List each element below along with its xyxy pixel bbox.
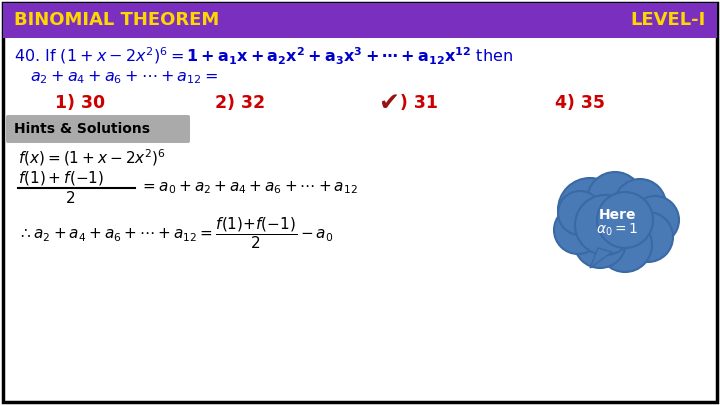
Polygon shape xyxy=(590,248,612,268)
Text: 40. If $(1 + x - 2x^2)^6 = \mathbf{1 + a_1x + a_2x^2 + a_3x^3 + \cdots + a_{12}x: 40. If $(1 + x - 2x^2)^6 = \mathbf{1 + a… xyxy=(14,45,513,66)
Circle shape xyxy=(574,216,626,268)
Circle shape xyxy=(554,206,602,254)
Text: $\alpha_0 = 1$: $\alpha_0 = 1$ xyxy=(596,222,638,238)
Circle shape xyxy=(575,195,635,255)
Circle shape xyxy=(614,179,666,231)
Circle shape xyxy=(558,178,622,242)
Text: ✔: ✔ xyxy=(378,91,399,115)
Text: ) 31: ) 31 xyxy=(400,94,438,112)
Text: Hints & Solutions: Hints & Solutions xyxy=(14,122,150,136)
Text: BINOMIAL THEOREM: BINOMIAL THEOREM xyxy=(14,11,220,29)
Text: 1) 30: 1) 30 xyxy=(55,94,105,112)
Circle shape xyxy=(598,218,652,272)
Text: $f(1) + f(-1)$: $f(1) + f(-1)$ xyxy=(18,169,104,187)
Text: Here: Here xyxy=(598,208,636,222)
FancyBboxPatch shape xyxy=(3,3,717,402)
Text: 2) 32: 2) 32 xyxy=(215,94,265,112)
Text: 4) 35: 4) 35 xyxy=(555,94,605,112)
Circle shape xyxy=(631,196,679,244)
FancyBboxPatch shape xyxy=(3,3,717,38)
Text: $f(x){=}(1 + x - 2x^2)^6$: $f(x){=}(1 + x - 2x^2)^6$ xyxy=(18,148,166,168)
Text: $\therefore a_2 + a_4 + a_6 + \cdots + a_{12} = \dfrac{f(1){+}f(-1)}{2} - a_0$: $\therefore a_2 + a_4 + a_6 + \cdots + a… xyxy=(18,215,333,251)
Text: $a_2 + a_4 + a_6 + \cdots + a_{12} =$: $a_2 + a_4 + a_6 + \cdots + a_{12} =$ xyxy=(30,70,218,86)
Circle shape xyxy=(623,212,673,262)
Circle shape xyxy=(597,192,653,248)
Text: $2$: $2$ xyxy=(65,190,75,206)
Circle shape xyxy=(587,172,643,228)
Text: $= a_0 + a_2 + a_4 + a_6 + \cdots + a_{12}$: $= a_0 + a_2 + a_4 + a_6 + \cdots + a_{1… xyxy=(140,180,358,196)
Text: LEVEL-I: LEVEL-I xyxy=(631,11,706,29)
FancyBboxPatch shape xyxy=(6,115,190,143)
Circle shape xyxy=(558,191,602,235)
